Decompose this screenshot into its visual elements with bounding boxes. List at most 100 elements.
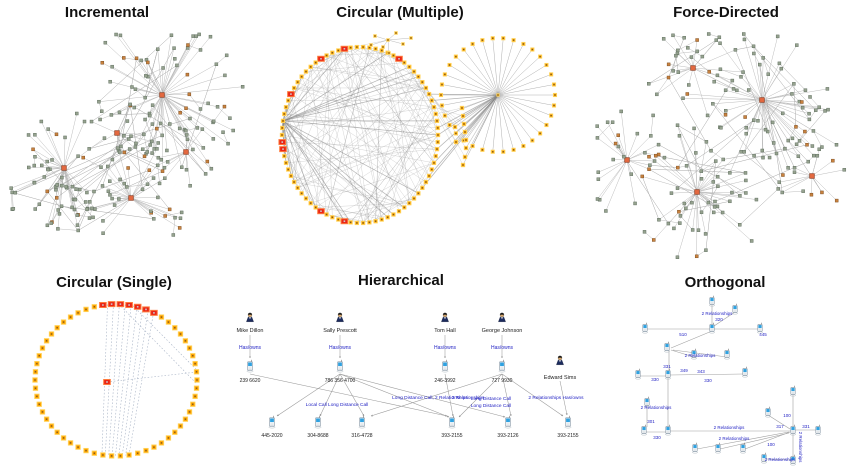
phone-node[interactable] [498, 359, 506, 373]
phone-node[interactable] [644, 396, 650, 408]
device-node[interactable] [146, 60, 150, 65]
device-node[interactable] [165, 160, 170, 164]
device-node[interactable] [685, 92, 690, 96]
device-node[interactable] [50, 158, 54, 162]
device-node[interactable] [184, 133, 189, 137]
device-node[interactable] [783, 146, 787, 151]
phone-node[interactable] [635, 368, 641, 380]
device-node[interactable] [671, 69, 675, 73]
device-node[interactable] [168, 122, 172, 126]
hub-node[interactable] [114, 130, 120, 136]
device-node[interactable] [167, 207, 172, 212]
device-node[interactable] [681, 96, 685, 100]
phone-node[interactable] [504, 415, 512, 429]
device-node[interactable] [118, 150, 122, 154]
device-node[interactable] [696, 228, 701, 232]
device-node[interactable] [666, 221, 671, 226]
device-node[interactable] [647, 154, 651, 159]
device-node[interactable] [711, 210, 716, 215]
device-node[interactable] [110, 157, 115, 162]
device-node[interactable] [103, 40, 108, 45]
device-node[interactable] [54, 188, 58, 192]
hub-node[interactable] [690, 65, 696, 71]
device-node[interactable] [678, 214, 683, 218]
device-node[interactable] [718, 41, 722, 45]
device-node[interactable] [742, 150, 746, 154]
device-node[interactable] [766, 72, 770, 76]
device-node[interactable] [129, 134, 133, 138]
hub-node[interactable] [809, 173, 815, 179]
device-node[interactable] [184, 167, 189, 172]
hub-node[interactable] [759, 97, 765, 103]
device-node[interactable] [139, 58, 143, 63]
device-node[interactable] [143, 117, 147, 122]
device-node[interactable] [730, 78, 735, 83]
device-node[interactable] [191, 34, 195, 38]
device-node[interactable] [194, 34, 198, 38]
device-node[interactable] [125, 119, 130, 123]
device-node[interactable] [825, 87, 830, 91]
device-node[interactable] [140, 147, 145, 151]
device-node[interactable] [118, 33, 123, 38]
device-node[interactable] [770, 120, 775, 125]
device-node[interactable] [811, 129, 816, 133]
device-node[interactable] [676, 48, 680, 53]
device-node[interactable] [77, 187, 82, 192]
device-node[interactable] [150, 122, 155, 126]
device-node[interactable] [150, 139, 154, 144]
device-node[interactable] [117, 197, 121, 201]
phone-node[interactable] [642, 322, 648, 334]
phone-node[interactable] [664, 341, 670, 353]
device-node[interactable] [643, 151, 647, 155]
device-node[interactable] [730, 190, 734, 195]
device-node[interactable] [790, 136, 795, 141]
phone-node[interactable] [724, 348, 730, 360]
device-node[interactable] [215, 105, 220, 109]
device-node[interactable] [651, 238, 656, 242]
device-node[interactable] [754, 197, 759, 202]
phone-node[interactable] [358, 415, 366, 429]
device-node[interactable] [101, 231, 105, 235]
device-node[interactable] [792, 166, 797, 170]
device-node[interactable] [719, 126, 723, 130]
device-node[interactable] [814, 108, 818, 112]
device-node[interactable] [60, 183, 64, 188]
device-node[interactable] [75, 111, 79, 116]
device-node[interactable] [743, 115, 747, 119]
device-node[interactable] [163, 214, 167, 218]
device-node[interactable] [781, 111, 785, 116]
device-node[interactable] [211, 137, 216, 141]
device-node[interactable] [669, 191, 674, 195]
device-node[interactable] [633, 201, 637, 206]
person-node[interactable] [498, 312, 506, 322]
device-node[interactable] [790, 92, 794, 96]
device-node[interactable] [756, 119, 760, 123]
device-node[interactable] [33, 207, 37, 211]
device-node[interactable] [144, 74, 148, 78]
device-node[interactable] [739, 150, 743, 154]
device-node[interactable] [148, 143, 153, 147]
device-node[interactable] [175, 63, 179, 68]
device-node[interactable] [595, 136, 600, 140]
hub-node[interactable] [128, 195, 134, 201]
device-node[interactable] [13, 190, 18, 195]
device-node[interactable] [118, 177, 122, 182]
device-node[interactable] [142, 132, 146, 137]
phone-node[interactable] [715, 442, 721, 454]
device-node[interactable] [169, 33, 174, 38]
device-node[interactable] [187, 92, 192, 97]
device-node[interactable] [99, 109, 104, 113]
device-node[interactable] [142, 154, 147, 159]
device-node[interactable] [85, 190, 89, 195]
device-node[interactable] [126, 166, 130, 170]
device-node[interactable] [642, 230, 647, 234]
device-node[interactable] [834, 143, 839, 147]
device-node[interactable] [211, 119, 216, 124]
device-node[interactable] [709, 149, 713, 153]
device-node[interactable] [33, 133, 37, 137]
device-node[interactable] [186, 43, 190, 47]
device-node[interactable] [794, 142, 799, 147]
device-node[interactable] [90, 206, 94, 211]
device-node[interactable] [678, 221, 682, 225]
device-node[interactable] [150, 151, 154, 155]
